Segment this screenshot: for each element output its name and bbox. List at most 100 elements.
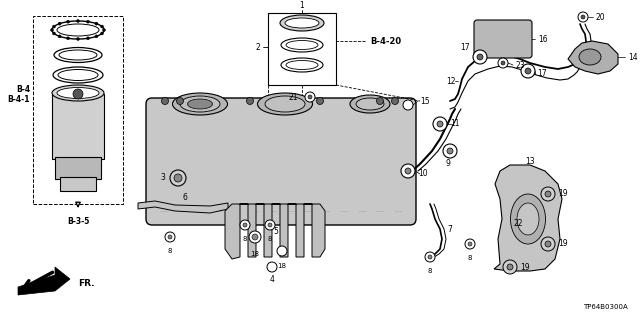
- Text: 7: 7: [447, 225, 452, 234]
- Circle shape: [425, 252, 435, 262]
- Bar: [33, 16, 123, 204]
- Ellipse shape: [281, 38, 323, 52]
- Ellipse shape: [286, 41, 318, 49]
- Circle shape: [86, 20, 90, 23]
- Text: B-4-20: B-4-20: [370, 36, 401, 46]
- FancyBboxPatch shape: [474, 20, 532, 58]
- Text: 8: 8: [268, 236, 272, 242]
- Circle shape: [58, 22, 61, 25]
- Circle shape: [405, 168, 411, 174]
- Circle shape: [403, 100, 413, 110]
- Circle shape: [437, 121, 443, 127]
- Circle shape: [77, 38, 79, 41]
- Text: 9: 9: [445, 160, 451, 168]
- Polygon shape: [494, 165, 562, 271]
- Ellipse shape: [579, 49, 601, 65]
- Ellipse shape: [180, 96, 220, 112]
- Text: 19: 19: [558, 240, 568, 249]
- Text: 15: 15: [420, 97, 429, 106]
- Circle shape: [578, 12, 588, 22]
- Text: 10: 10: [418, 169, 428, 179]
- Circle shape: [447, 148, 453, 154]
- Ellipse shape: [511, 194, 545, 244]
- Circle shape: [443, 144, 457, 158]
- Circle shape: [317, 98, 323, 105]
- Circle shape: [58, 35, 61, 38]
- Text: 8: 8: [243, 236, 247, 242]
- Circle shape: [376, 98, 383, 105]
- Circle shape: [165, 232, 175, 242]
- Circle shape: [541, 237, 555, 251]
- Text: 22: 22: [513, 219, 523, 228]
- Text: 3: 3: [160, 174, 165, 182]
- Circle shape: [240, 220, 250, 230]
- Circle shape: [52, 25, 56, 28]
- Circle shape: [503, 260, 517, 274]
- Circle shape: [170, 170, 186, 186]
- Text: 16: 16: [538, 34, 548, 43]
- Circle shape: [77, 19, 79, 23]
- Text: 18: 18: [250, 251, 259, 257]
- Ellipse shape: [285, 18, 319, 28]
- Text: 8: 8: [468, 255, 472, 261]
- Ellipse shape: [517, 203, 539, 235]
- Bar: [60, 177, 96, 191]
- Text: 1: 1: [300, 2, 305, 11]
- Circle shape: [249, 231, 261, 243]
- Circle shape: [102, 28, 106, 32]
- Circle shape: [95, 35, 98, 38]
- Text: 23: 23: [515, 61, 525, 70]
- Text: 8: 8: [428, 268, 432, 274]
- Circle shape: [243, 223, 247, 227]
- Circle shape: [392, 98, 399, 105]
- Ellipse shape: [286, 61, 318, 70]
- Ellipse shape: [281, 58, 323, 72]
- Polygon shape: [568, 41, 618, 74]
- Circle shape: [507, 264, 513, 270]
- Ellipse shape: [52, 85, 104, 101]
- Ellipse shape: [356, 98, 384, 110]
- Text: FR.: FR.: [78, 278, 95, 287]
- Circle shape: [277, 246, 287, 256]
- Ellipse shape: [54, 48, 102, 63]
- Circle shape: [246, 98, 253, 105]
- Circle shape: [100, 25, 104, 28]
- Ellipse shape: [350, 95, 390, 113]
- Text: 18: 18: [278, 263, 287, 269]
- Circle shape: [545, 191, 551, 197]
- Text: 4: 4: [269, 275, 275, 284]
- Circle shape: [86, 37, 90, 40]
- Ellipse shape: [265, 96, 305, 112]
- Circle shape: [477, 54, 483, 60]
- Ellipse shape: [52, 21, 104, 39]
- Circle shape: [52, 32, 56, 35]
- Polygon shape: [225, 204, 325, 259]
- FancyBboxPatch shape: [146, 98, 416, 225]
- Ellipse shape: [59, 50, 97, 60]
- Text: B-4-1: B-4-1: [8, 94, 30, 103]
- Circle shape: [581, 15, 585, 19]
- Circle shape: [265, 220, 275, 230]
- Text: 17: 17: [537, 70, 547, 78]
- Circle shape: [67, 20, 70, 23]
- Circle shape: [67, 37, 70, 40]
- Circle shape: [95, 22, 98, 25]
- Text: 19: 19: [558, 189, 568, 198]
- Circle shape: [428, 255, 432, 259]
- Text: 12: 12: [447, 77, 456, 85]
- Text: 20: 20: [595, 12, 605, 21]
- Text: 13: 13: [525, 157, 535, 166]
- Circle shape: [521, 64, 535, 78]
- Circle shape: [545, 241, 551, 247]
- Circle shape: [541, 187, 555, 201]
- Ellipse shape: [188, 99, 212, 109]
- Circle shape: [161, 98, 168, 105]
- Ellipse shape: [58, 70, 98, 80]
- Ellipse shape: [257, 93, 312, 115]
- Circle shape: [433, 117, 447, 131]
- Bar: [52, 94, 104, 159]
- Circle shape: [174, 174, 182, 182]
- Text: 6: 6: [182, 192, 188, 202]
- Circle shape: [177, 98, 184, 105]
- Text: 17: 17: [460, 42, 470, 51]
